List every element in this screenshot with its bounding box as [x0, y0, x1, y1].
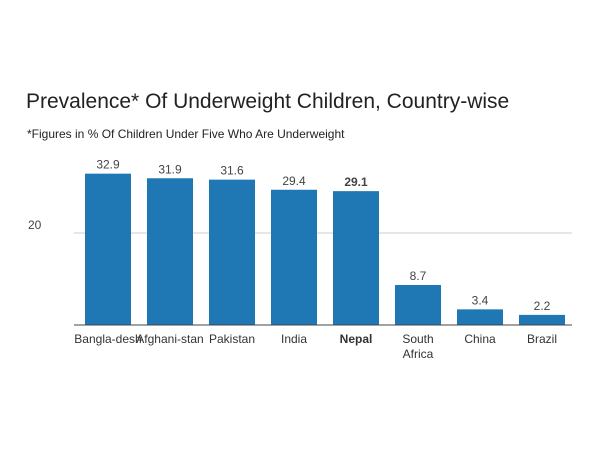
data-label: 29.1 [344, 175, 368, 189]
bar [271, 189, 317, 325]
bar [519, 314, 565, 325]
data-label: 31.6 [220, 164, 244, 178]
bar [147, 178, 193, 325]
x-tick-label: Bangla-desh [74, 332, 141, 346]
bar [85, 173, 131, 325]
bar [333, 191, 379, 325]
data-label: 32.9 [96, 158, 120, 172]
x-tick-label: Nepal [340, 332, 373, 346]
chart-title: Prevalence* Of Underweight Children, Cou… [26, 90, 510, 113]
x-tick-label: Brazil [527, 332, 557, 346]
x-tick-label: Pakistan [209, 332, 255, 346]
x-tick-label: China [464, 332, 496, 346]
bar [457, 309, 503, 325]
data-label: 8.7 [410, 269, 427, 283]
data-label: 31.9 [158, 162, 182, 176]
data-label: 3.4 [472, 293, 489, 307]
chart-subtitle: *Figures in % Of Children Under Five Who… [27, 127, 345, 141]
x-tick-label: Africa [403, 347, 434, 361]
x-tick-label: India [281, 332, 307, 346]
data-label: 29.4 [282, 174, 306, 188]
bar [209, 179, 255, 325]
data-label: 2.2 [534, 299, 551, 313]
x-tick-label: Afghani-stan [136, 332, 203, 346]
y-tick-label: 20 [28, 218, 42, 232]
x-tick-label: South [402, 332, 433, 346]
bar [395, 284, 441, 325]
